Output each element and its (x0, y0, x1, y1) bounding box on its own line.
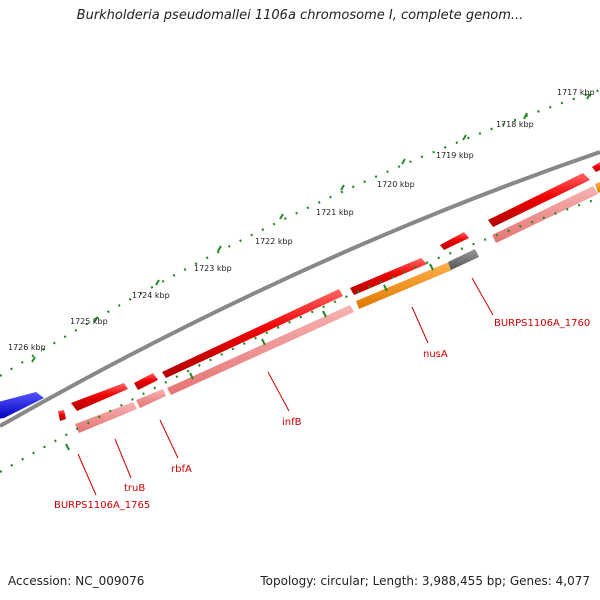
ruler-label: 1718 kbp (496, 120, 534, 129)
gene-label-burps1106a-1765[interactable]: BURPS1106A_1765 (54, 500, 150, 511)
cds-bar-highlight[interactable] (595, 182, 600, 193)
ruler-label: 1724 kbp (132, 291, 170, 300)
cds-bar-other[interactable] (448, 249, 479, 270)
ruler-label: 1726 kbp (8, 343, 46, 352)
gene-label-nusa[interactable]: nusA (423, 349, 448, 360)
gene-arrow[interactable] (592, 162, 600, 172)
gene-label-infb[interactable]: infB (282, 417, 302, 428)
genome-backbone (0, 150, 600, 428)
inner-ruler-major-ticks (65, 263, 434, 451)
label-leaders (77, 277, 494, 496)
neighbor-gene-blue[interactable] (0, 392, 44, 419)
gene-arrow[interactable] (440, 232, 469, 250)
ruler-label: 1723 kbp (194, 264, 232, 273)
genome-stats: Topology: circular; Length: 3,988,455 bp… (260, 574, 590, 588)
gene-label-rbfa[interactable]: rbfA (171, 464, 192, 475)
cds-bar[interactable] (136, 389, 166, 408)
ruler-major-ticks (31, 93, 591, 363)
cds-bar-highlight[interactable] (356, 262, 452, 309)
inner-ruler (0, 196, 600, 473)
ruler-label: 1725 kbp (70, 317, 108, 326)
cds-bar[interactable] (75, 402, 137, 433)
outer-ruler (0, 88, 600, 377)
ruler-label: 1717 kbp (557, 88, 595, 97)
gene-arrow[interactable] (58, 410, 66, 421)
gene-label-trub[interactable]: truB (124, 483, 145, 494)
ruler-label: 1721 kbp (316, 208, 354, 217)
accession-text: Accession: NC_009076 (8, 574, 145, 588)
gene-arrow[interactable] (71, 383, 128, 411)
ruler-label: 1719 kbp (436, 151, 474, 160)
gene-arrow[interactable] (162, 289, 343, 378)
ruler-label: 1720 kbp (377, 180, 415, 189)
gene-arrow[interactable] (488, 173, 590, 227)
cds-bar[interactable] (492, 186, 598, 243)
gene-arrow[interactable] (134, 373, 158, 390)
ruler-label: 1722 kbp (255, 237, 293, 246)
gene-label-burps1106a-1760[interactable]: BURPS1106A_1760 (494, 318, 590, 329)
cds-bar[interactable] (167, 305, 354, 395)
map-title: Burkholderia pseudomallei 1106a chromoso… (76, 8, 524, 23)
